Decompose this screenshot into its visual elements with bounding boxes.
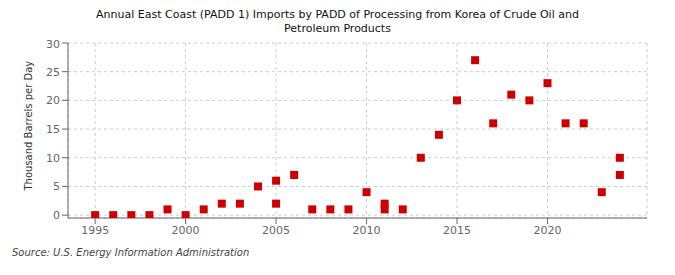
svg-text:Thousand Barrels per Day: Thousand Barrels per Day [23, 61, 34, 192]
svg-text:30: 30 [46, 38, 60, 51]
html-text:Annual East Coast (PADD 1) Imp: Annual East Coast (PADD 1) Imports by PA… [96, 8, 579, 21]
svg-text:10: 10 [46, 152, 60, 165]
svg-text:2005: 2005 [262, 224, 290, 237]
svg-text:5: 5 [53, 180, 60, 193]
svg-text:2020: 2020 [533, 224, 561, 237]
svg-text:20: 20 [46, 94, 60, 107]
svg-text:1995: 1995 [81, 224, 109, 237]
html-text:Source: U.S. Energy Informatio: Source: U.S. Energy Information Administ… [12, 247, 250, 258]
svg-text:2000: 2000 [172, 224, 200, 237]
svg-text:2015: 2015 [443, 224, 471, 237]
svg-text:15: 15 [46, 123, 60, 136]
svg-text:0: 0 [53, 209, 60, 222]
svg-text:2010: 2010 [353, 224, 381, 237]
html-text:Petroleum Products: Petroleum Products [284, 22, 391, 35]
svg-text:25: 25 [46, 66, 60, 79]
